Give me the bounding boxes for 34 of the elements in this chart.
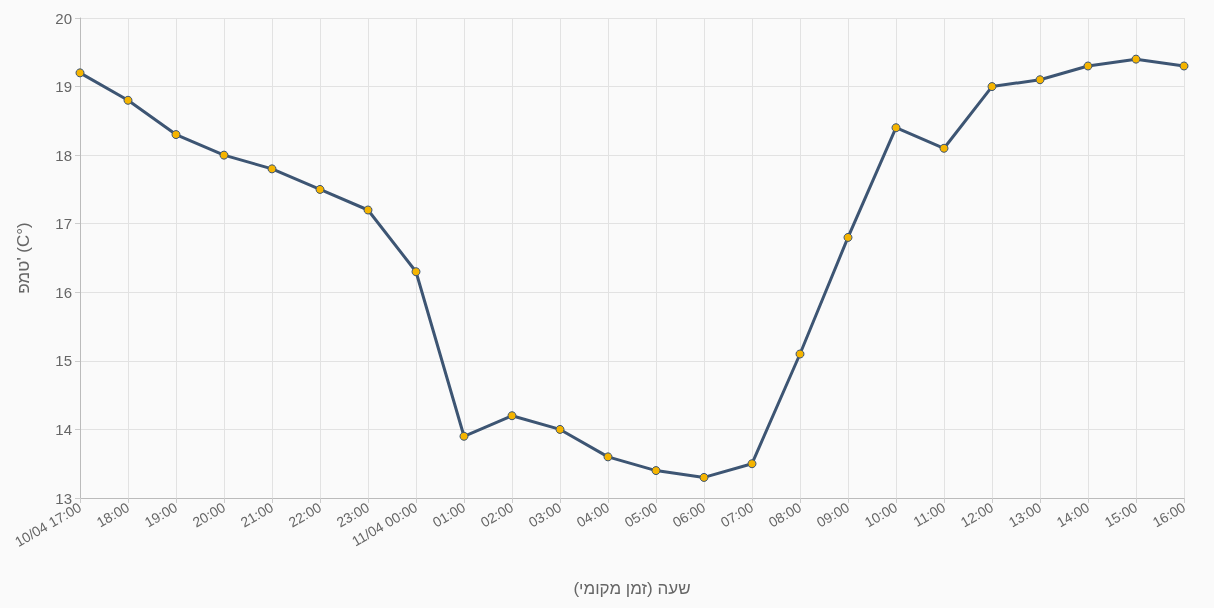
point [171,130,181,140]
point [1131,54,1141,64]
point [603,452,613,462]
point [459,431,469,441]
point [123,95,133,105]
point [507,411,517,421]
point [1083,61,1093,71]
point [1035,75,1045,85]
point [555,424,565,434]
y-tick-label: 15 [55,352,72,370]
y-axis-title: טמפ' (C°) [14,222,33,294]
point [267,164,277,174]
y-tick-label: 18 [55,146,72,164]
y-tick-label: 19 [55,78,72,96]
point [315,184,325,194]
point [987,82,997,92]
y-tick-label: 20 [55,9,72,27]
point [699,472,709,482]
point [363,205,373,215]
point [651,466,661,476]
y-tick-label: 16 [55,283,72,301]
point [1179,61,1189,71]
y-tick-label: 14 [55,420,72,438]
point [219,150,229,160]
point [75,68,85,78]
y-tick-label: 17 [55,215,72,233]
point [795,349,805,359]
point [411,267,421,277]
point [747,459,757,469]
point [843,232,853,242]
point [891,123,901,133]
y-tick-label: 13 [55,489,72,507]
point [939,143,949,153]
x-axis-title: שעה (זמן מקומי) [573,579,691,598]
